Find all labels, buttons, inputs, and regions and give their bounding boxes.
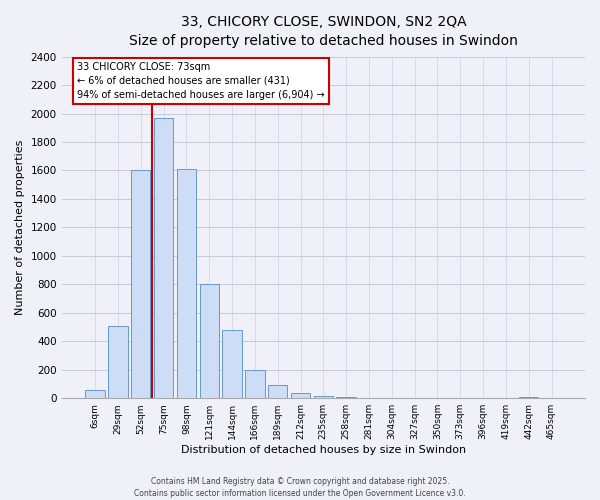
Text: Contains HM Land Registry data © Crown copyright and database right 2025.
Contai: Contains HM Land Registry data © Crown c… [134,476,466,498]
Bar [245,370,265,398]
Title: 33, CHICORY CLOSE, SWINDON, SN2 2QA
Size of property relative to detached houses: 33, CHICORY CLOSE, SWINDON, SN2 2QA Size… [129,15,518,48]
Bar [85,390,105,398]
Bar [131,170,151,398]
X-axis label: Distribution of detached houses by size in Swindon: Distribution of detached houses by size … [181,445,466,455]
Bar [154,118,173,398]
Y-axis label: Number of detached properties: Number of detached properties [15,140,25,315]
Bar [200,284,219,398]
Bar [177,169,196,398]
Bar [519,397,538,398]
Text: 33 CHICORY CLOSE: 73sqm
← 6% of detached houses are smaller (431)
94% of semi-de: 33 CHICORY CLOSE: 73sqm ← 6% of detached… [77,62,325,100]
Bar [291,393,310,398]
Bar [268,386,287,398]
Bar [223,330,242,398]
Bar [108,326,128,398]
Bar [314,396,333,398]
